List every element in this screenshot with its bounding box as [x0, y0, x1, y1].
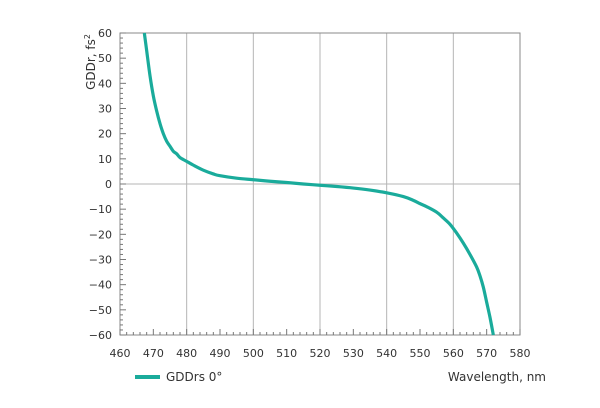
- y-tick-label: −50: [89, 304, 112, 317]
- y-tick-label: 20: [98, 128, 112, 141]
- y-tick-label: 0: [105, 178, 112, 191]
- y-tick-label: −60: [89, 329, 112, 342]
- y-tick-label: −40: [89, 279, 112, 292]
- y-axis-title-text: GDDr, fs: [84, 39, 98, 90]
- x-tick-label: 550: [410, 347, 431, 360]
- x-tick-label: 560: [443, 347, 464, 360]
- x-tick-label: 480: [176, 347, 197, 360]
- y-tick-label: 40: [98, 77, 112, 90]
- x-tick-label: 470: [143, 347, 164, 360]
- x-tick-label: 460: [110, 347, 131, 360]
- y-axis-title: GDDr, fs2: [83, 34, 98, 90]
- x-tick-label: 500: [243, 347, 264, 360]
- x-tick-label: 530: [343, 347, 364, 360]
- series-line-gddrs-0: [142, 32, 495, 336]
- y-tick-label: −20: [89, 228, 112, 241]
- y-tick-label: 30: [98, 103, 112, 116]
- legend: GDDrs 0°: [135, 370, 222, 384]
- legend-label: GDDrs 0°: [166, 370, 222, 384]
- y-tick-label: −30: [89, 254, 112, 267]
- x-tick-label: 520: [310, 347, 331, 360]
- x-axis-title: Wavelength, nm: [448, 370, 546, 384]
- x-tick-label: 580: [510, 347, 531, 360]
- x-tick-label: 490: [210, 347, 231, 360]
- y-axis-title-superscript: 2: [83, 34, 92, 39]
- y-tick-label: 10: [98, 153, 112, 166]
- x-tick-label: 570: [476, 347, 497, 360]
- y-tick-label: −10: [89, 203, 112, 216]
- x-tick-label: 510: [276, 347, 297, 360]
- y-tick-label: 50: [98, 52, 112, 65]
- x-tick-label: 540: [376, 347, 397, 360]
- axis-ticks: [119, 32, 521, 336]
- x-tick-labels: 460 470 480 490 500 510 520 530 540 550 560 570 580: [110, 347, 531, 360]
- y-tick-labels: 60 50 40 30 20 10 0 −10 −20 −30 −40 −50 −60: [89, 27, 112, 342]
- y-tick-label: 60: [98, 27, 112, 40]
